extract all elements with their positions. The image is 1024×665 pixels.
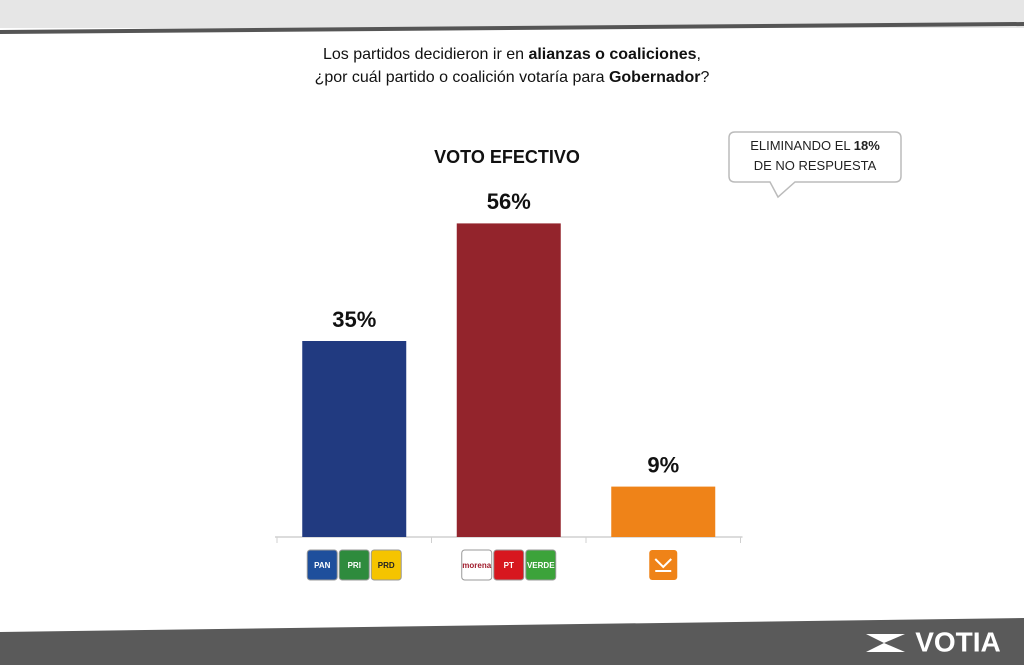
top-rule (0, 22, 1024, 34)
text-segment: DE NO RESPUESTA (754, 158, 877, 173)
bar (456, 223, 561, 537)
text-segment: alianzas o coaliciones (528, 46, 696, 63)
party-logo-text: PRD (378, 561, 395, 570)
party-logo (370, 549, 402, 581)
brand-logo: VOTIA (866, 626, 1001, 657)
text-segment: Gobernador (609, 69, 701, 86)
party-logo-text: PT (504, 561, 514, 570)
party-logo-mark (654, 558, 672, 572)
value-label: 56% (487, 189, 531, 214)
chart-title: VOTO EFECTIVO (434, 147, 580, 167)
callout: ELIMINANDO EL 18% DE NO RESPUESTA (728, 131, 902, 199)
party-logo-text: morena (462, 561, 491, 570)
bottom-band (0, 618, 1024, 665)
party-logo (461, 549, 493, 581)
brand-mark (866, 634, 905, 652)
text-segment: Los partidos decidieron ir en (323, 46, 528, 63)
value-label: 9% (647, 452, 679, 477)
party-logo (525, 549, 557, 581)
party-logo-text: PAN (314, 561, 331, 570)
party-logo-text: VERDE (527, 561, 555, 570)
callout-box (728, 131, 902, 199)
party-logo-text: PRI (348, 561, 361, 570)
text-segment: ELIMINANDO EL (750, 138, 854, 153)
party-logo (649, 550, 678, 580)
party-logo (306, 549, 338, 581)
party-logo (493, 549, 525, 581)
brand-name: VOTIA (915, 626, 1001, 657)
value-label: 35% (332, 307, 376, 332)
text-segment: ? (701, 69, 710, 86)
text-segment: ¿por cuál partido o coalición votaría pa… (315, 69, 609, 86)
question: Los partidos decidieron ir en alianzas o… (315, 46, 710, 86)
callout-text: ELIMINANDO EL 18% DE NO RESPUESTA (750, 138, 880, 173)
party-logo (338, 549, 370, 581)
text-segment: 18% (854, 138, 880, 153)
bar (302, 341, 407, 537)
text-segment: , (697, 46, 701, 63)
bar (611, 486, 716, 537)
